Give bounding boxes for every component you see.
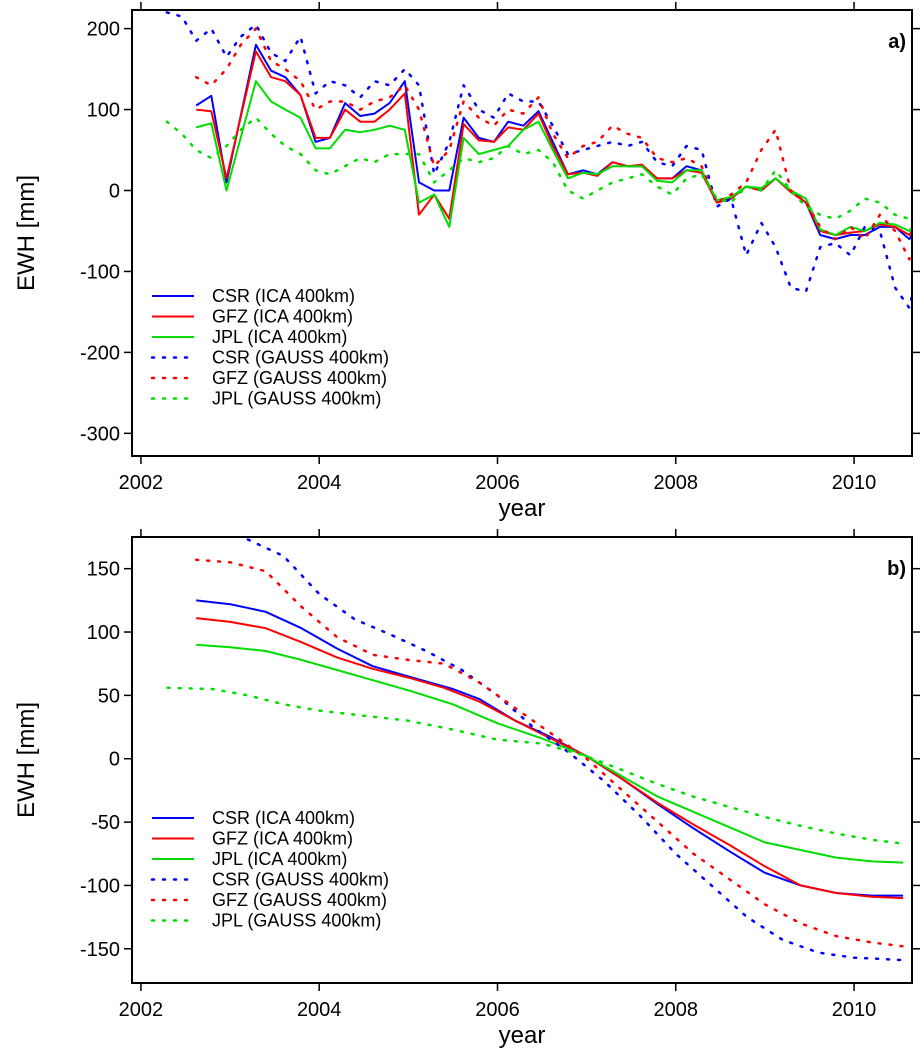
y-tick-label: 50 [98, 685, 120, 707]
series-line-5 [194, 558, 905, 948]
legend-label: CSR (GAUSS 400km) [212, 348, 389, 368]
legend-label: GFZ (GAUSS 400km) [212, 368, 387, 388]
panel-label: b) [887, 558, 906, 580]
series-line-3 [195, 80, 912, 236]
series-line-5 [194, 27, 912, 261]
y-tick-label: 100 [87, 100, 120, 122]
panel-b: 2002 2004 2006 2008 2010 -150 -100 -50 0 50 100 150… [13, 529, 920, 1049]
legend-label: GFZ (GAUSS 400km) [212, 890, 387, 910]
series-line-3 [196, 643, 904, 864]
x-tick-label: 2002 [119, 472, 164, 494]
y-tick-label: -200 [80, 342, 120, 364]
series-line-4 [165, 11, 912, 310]
x-tick-label: 2008 [654, 472, 699, 494]
panel-a: 2002 2004 2006 2008 2010 -300 -200 -100 0 100 200 y… [13, 2, 920, 522]
legend: CSR (ICA 400km)GFZ (ICA 400km)JPL (ICA 4… [150, 286, 389, 409]
y-tick-label: -100 [80, 875, 120, 897]
y-tick-label: -150 [80, 939, 120, 961]
y-tick-label: 0 [109, 181, 120, 203]
y-axis-title: EWH [mm] [13, 175, 40, 291]
series-group [166, 538, 905, 962]
plot-frame [131, 536, 913, 984]
y-axis-title: EWH [mm] [13, 702, 40, 818]
x-axis-title: year [499, 1022, 546, 1049]
series-line-4 [246, 538, 905, 962]
x-tick-label: 2002 [119, 999, 164, 1021]
series-line-2 [196, 617, 904, 900]
plot-frame [131, 9, 913, 457]
y-tick-label: 200 [87, 19, 120, 41]
x-tick-label: 2006 [475, 999, 520, 1021]
panel-label: a) [888, 31, 906, 53]
y-tick-label: 150 [87, 559, 120, 581]
x-tick-label: 2008 [654, 999, 699, 1021]
legend-label: CSR (GAUSS 400km) [212, 870, 389, 890]
y-tick-label: -300 [80, 423, 120, 445]
x-axis-title: year [499, 495, 546, 522]
legend-label: CSR (ICA 400km) [212, 808, 355, 828]
series-line-1 [196, 599, 904, 897]
x-tick-label: 2010 [832, 472, 877, 494]
y-tick-label: -100 [80, 261, 120, 283]
x-tick-label: 2006 [475, 472, 520, 494]
y-tick-label: -50 [91, 812, 120, 834]
series-line-6 [165, 116, 912, 221]
legend-label: JPL (ICA 400km) [212, 849, 347, 869]
legend-label: CSR (ICA 400km) [212, 286, 355, 306]
y-tick-label: 100 [87, 622, 120, 644]
legend-label: GFZ (ICA 400km) [212, 829, 353, 849]
series-line-6 [166, 686, 905, 845]
series-group [165, 11, 912, 310]
y-tick-label: 0 [109, 749, 120, 771]
legend-label: JPL (GAUSS 400km) [212, 911, 381, 931]
x-tick-label: 2010 [832, 999, 877, 1021]
x-tick-label: 2004 [297, 999, 342, 1021]
legend: CSR (ICA 400km)GFZ (ICA 400km)JPL (ICA 4… [150, 808, 389, 931]
legend-label: JPL (GAUSS 400km) [212, 389, 381, 409]
legend-label: JPL (ICA 400km) [212, 327, 347, 347]
x-tick-label: 2004 [297, 472, 342, 494]
legend-label: GFZ (ICA 400km) [212, 307, 353, 327]
